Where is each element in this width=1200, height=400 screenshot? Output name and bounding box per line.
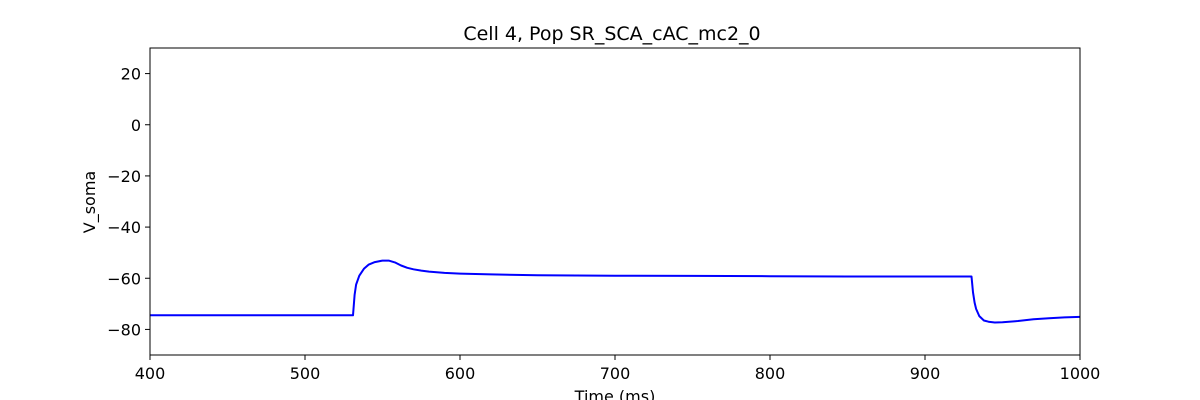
x-axis: 400 500 600 700 800 900 1000 [135, 355, 1101, 383]
y-axis: 20 0 −20 −40 −60 −80 [107, 65, 150, 339]
y-tick-label: −20 [107, 167, 141, 186]
x-tick-label: 1000 [1060, 364, 1101, 383]
y-axis-label: V_soma [80, 171, 100, 233]
x-tick-label: 700 [600, 364, 631, 383]
y-tick-label: −60 [107, 269, 141, 288]
x-tick-label: 600 [445, 364, 476, 383]
x-axis-label: Time (ms) [574, 387, 656, 400]
x-tick-label: 500 [290, 364, 321, 383]
y-tick-label: −40 [107, 218, 141, 237]
x-tick-label: 800 [755, 364, 786, 383]
chart-title: Cell 4, Pop SR_SCA_cAC_mc2_0 [463, 23, 760, 45]
y-tick-label: −80 [107, 320, 141, 339]
plot-area [150, 259, 1081, 324]
x-tick-label: 400 [135, 364, 166, 383]
x-tick-label: 900 [910, 364, 941, 383]
series-line [150, 259, 1081, 324]
plot-frame [149, 47, 1081, 356]
y-tick-label: 0 [131, 116, 141, 135]
y-tick-label: 20 [121, 65, 141, 84]
